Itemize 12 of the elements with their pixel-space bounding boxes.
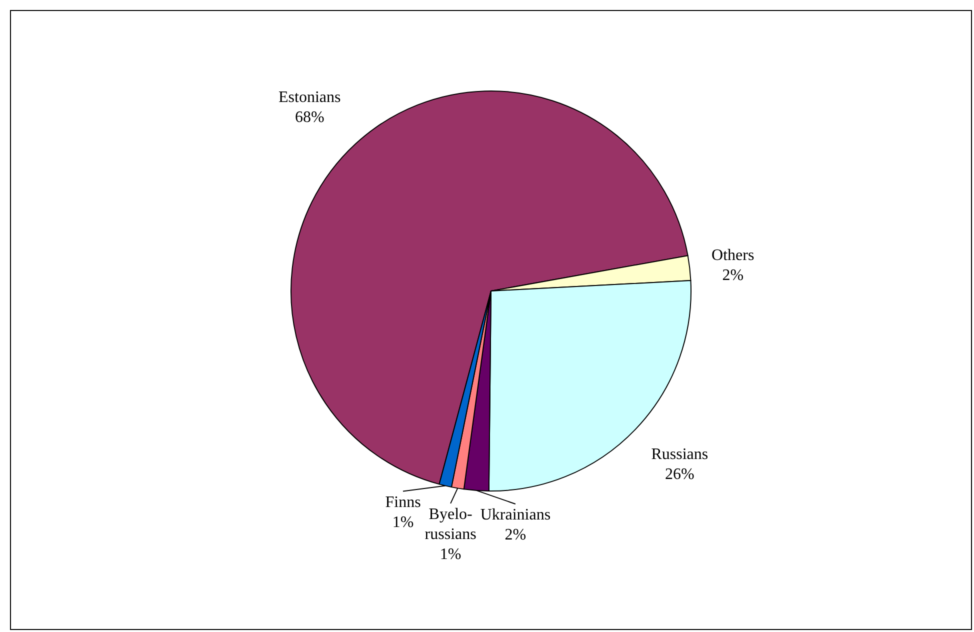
slice-label: Byelo- russians (424, 506, 476, 543)
data-label: 26% (665, 466, 694, 484)
data-label: 2% (504, 526, 526, 544)
data-label: 1% (440, 546, 462, 563)
slice-label: Russians (651, 446, 708, 464)
slice-label: Finns (385, 494, 421, 511)
data-label: 68% (294, 109, 324, 126)
slice-label: Ukrainians (480, 506, 551, 524)
data-label: 1% (392, 514, 414, 531)
data-label: 2% (722, 266, 744, 284)
slice-label: Estonians (278, 89, 341, 106)
slice-label: Others (712, 246, 754, 264)
